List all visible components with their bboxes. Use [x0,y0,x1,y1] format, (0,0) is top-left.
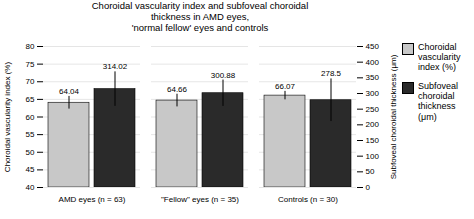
svg-text:150: 150 [366,136,380,145]
svg-text:400: 400 [366,57,380,66]
svg-text:60: 60 [26,112,35,121]
svg-text:Choroidal vascularity index (%: Choroidal vascularity index (%) [3,61,12,172]
svg-text:Subfoveal choroidal thickness: Subfoveal choroidal thickness (μm) [389,54,398,179]
svg-text:80: 80 [26,42,35,51]
svg-text:70: 70 [26,77,35,86]
svg-text:66.07: 66.07 [275,82,296,91]
svg-text:64.66: 64.66 [167,85,188,94]
svg-text:0: 0 [366,183,371,192]
svg-text:450: 450 [366,42,380,51]
svg-text:50: 50 [26,148,35,157]
svg-text:40: 40 [26,183,35,192]
svg-text:65: 65 [26,95,35,104]
svg-text:75: 75 [26,59,35,68]
svg-text:55: 55 [26,130,35,139]
svg-text:300.88: 300.88 [211,70,236,79]
svg-text:45: 45 [26,165,35,174]
svg-text:314.02: 314.02 [103,62,128,71]
html-text:Subfoveal choroidal thickness: Subfoveal choroidal thickness (μm) [418,80,458,122]
html-text:Choroidal vascularity index an: Choroidal vascularity index and subfovea… [91,0,309,33]
svg-text:250: 250 [366,104,380,113]
svg-text:278.5: 278.5 [321,69,342,78]
svg-text:350: 350 [366,73,380,82]
svg-text:64.04: 64.04 [59,87,80,96]
svg-text:200: 200 [366,120,380,129]
svg-text:300: 300 [366,89,380,98]
html-text:Choroidal vascularity index (%: Choroidal vascularity index (%) [418,41,461,73]
svg-text:AMD eyes (n = 63): AMD eyes (n = 63) [59,195,126,204]
svg-text:Controls (n = 30): Controls (n = 30) [278,195,338,204]
svg-text:"Fellow" eyes (n = 35): "Fellow" eyes (n = 35) [161,195,239,204]
svg-text:50: 50 [366,167,375,176]
svg-text:100: 100 [366,151,380,160]
